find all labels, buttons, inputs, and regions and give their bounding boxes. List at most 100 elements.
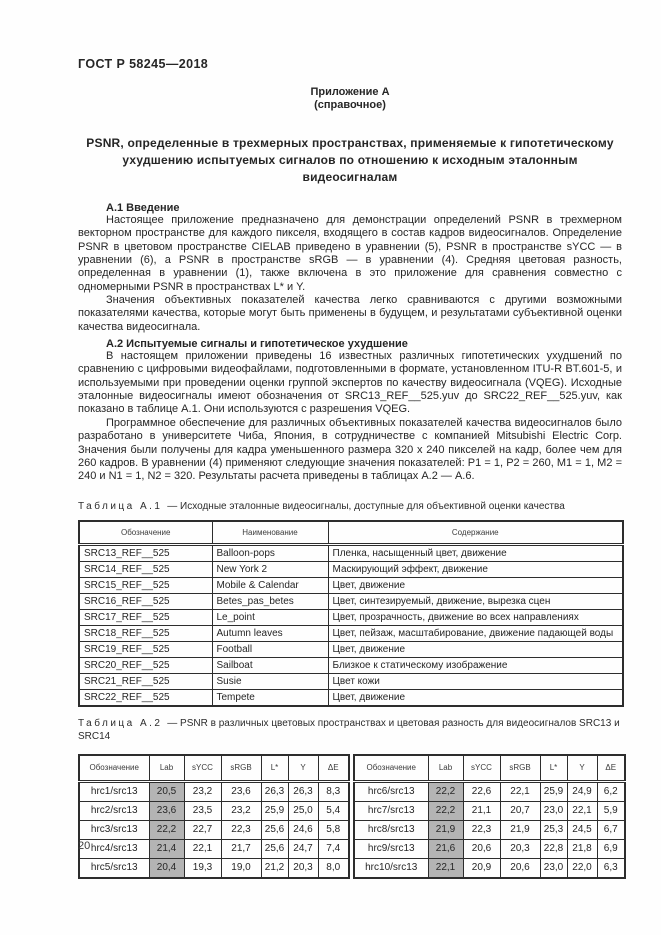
table-cell: Susie bbox=[211, 672, 329, 690]
table-a2-right-body: hrc6/src13 22,2 22,6 22,1 25,9 24,9 6,2 hrc7/sr… bbox=[353, 780, 626, 879]
table-row: SRC18_REF__525 Autumn leaves Цвет, пейзаж,… bbox=[78, 624, 624, 642]
table-cell: Близкое к статическому изображение bbox=[327, 656, 624, 674]
table-row: hrc7/src13 22,2 21,1 20,7 23,0 22,1 5,9 bbox=[353, 800, 626, 821]
table-cell: 22,1 bbox=[183, 838, 222, 859]
table-cell: 6,7 bbox=[596, 819, 626, 840]
doc-code: ГОСТ Р 58245—2018 bbox=[78, 57, 209, 71]
column-header: Y bbox=[287, 754, 319, 783]
table-cell: 21,2 bbox=[260, 857, 289, 879]
column-header: ΔE bbox=[596, 754, 626, 783]
table-cell: 6,2 bbox=[596, 780, 626, 802]
table-cell: 25,6 bbox=[260, 838, 289, 859]
table-row: hrc2/src13 23,6 23,5 23,2 25,9 25,0 5,4 bbox=[78, 800, 350, 821]
table-cell: Tempete bbox=[211, 688, 329, 707]
table-row: SRC22_REF__525 Tempete Цвет, движение bbox=[78, 688, 624, 707]
table-cell: Маскирующий эффект, движение bbox=[327, 560, 624, 578]
table-a2-right-header-row: Обозначение Lab sYCC sRGB L* Y ΔE bbox=[353, 754, 626, 783]
table-cell: hrc10/src13 bbox=[353, 857, 429, 879]
table-cell: 21,8 bbox=[566, 838, 598, 859]
table-cell: 25,9 bbox=[260, 800, 289, 821]
table-a1-header-row: Обозначение Наименование Содержание bbox=[78, 520, 624, 546]
table-cell: hrc2/src13 bbox=[78, 800, 150, 821]
column-header: Y bbox=[566, 754, 598, 783]
table-a2-caption: Таблица А.2 — PSNR в различных цветовых … bbox=[78, 717, 622, 743]
table-cell: hrc7/src13 bbox=[353, 800, 429, 821]
paragraph-a1-2: Значения объективных показателей качеств… bbox=[78, 294, 622, 333]
table-cell: 22,2 bbox=[427, 800, 464, 821]
table-cell: 6,9 bbox=[596, 838, 626, 859]
column-header: L* bbox=[539, 754, 568, 783]
table-cell: 5,4 bbox=[317, 800, 350, 821]
table-cell: 22,8 bbox=[539, 838, 568, 859]
table-a2-left-body: hrc1/src13 20,5 23,2 23,6 26,3 26,3 8,3 hrc2/sr… bbox=[78, 780, 350, 879]
column-header: Обозначение bbox=[78, 754, 150, 783]
table-a2-caption-text: — PSNR в различных цветовых пространства… bbox=[78, 717, 620, 742]
table-cell: 26,3 bbox=[287, 780, 319, 802]
table-cell: 21,1 bbox=[462, 800, 501, 821]
table-cell: SRC16_REF__525 bbox=[78, 592, 213, 610]
column-header: Lab bbox=[148, 754, 185, 783]
table-cell: 22,0 bbox=[566, 857, 598, 879]
table-cell: 22,2 bbox=[427, 780, 464, 802]
table-cell: Цвет, движение bbox=[327, 640, 624, 658]
table-cell: 22,1 bbox=[499, 780, 541, 802]
table-cell: 5,8 bbox=[317, 819, 350, 840]
table-cell: Цвет кожи bbox=[327, 672, 624, 690]
table-cell: 21,6 bbox=[427, 838, 464, 859]
table-cell: 22,1 bbox=[566, 800, 598, 821]
table-cell: 19,0 bbox=[220, 857, 262, 879]
table-cell: hrc8/src13 bbox=[353, 819, 429, 840]
table-cell: 20,3 bbox=[499, 838, 541, 859]
table-a2: Обозначение Lab sYCC sRGB L* Y ΔE hrc1/src13 20… bbox=[78, 753, 626, 879]
table-row: hrc5/src13 20,4 19,3 19,0 21,2 20,3 8,0 bbox=[78, 857, 350, 879]
table-cell: 23,0 bbox=[539, 800, 568, 821]
table-cell: SRC14_REF__525 bbox=[78, 560, 213, 578]
table-cell: 21,9 bbox=[499, 819, 541, 840]
table-cell: Цвет, движение bbox=[327, 688, 624, 707]
table-cell: 22,7 bbox=[183, 819, 222, 840]
table-cell: Football bbox=[211, 640, 329, 658]
table-cell: 24,7 bbox=[287, 838, 319, 859]
table-row: SRC17_REF__525 Le_point Цвет, прозрачность… bbox=[78, 608, 624, 626]
table-cell: 24,9 bbox=[566, 780, 598, 802]
table-row: SRC19_REF__525 Football Цвет, движение bbox=[78, 640, 624, 658]
table-cell: 20,4 bbox=[148, 857, 185, 879]
page-number: 20 bbox=[78, 840, 91, 852]
table-cell: 25,3 bbox=[539, 819, 568, 840]
table-cell: 25,0 bbox=[287, 800, 319, 821]
table-row: SRC21_REF__525 Susie Цвет кожи bbox=[78, 672, 624, 690]
table-a1-body: SRC13_REF__525 Balloon-pops Пленка, насыще… bbox=[78, 543, 624, 707]
table-cell: hrc3/src13 bbox=[78, 819, 150, 840]
page-content: ГОСТ Р 58245—2018 Приложение А (справочн… bbox=[78, 0, 626, 879]
table-cell: SRC21_REF__525 bbox=[78, 672, 213, 690]
table-cell: 22,3 bbox=[220, 819, 262, 840]
table-cell: 23,0 bbox=[539, 857, 568, 879]
table-a2-right: Обозначение Lab sYCC sRGB L* Y ΔE hrc6/src13 22… bbox=[353, 753, 626, 879]
table-cell: 21,4 bbox=[148, 838, 185, 859]
table-cell: 20,6 bbox=[462, 838, 501, 859]
table-a2-caption-label: Таблица А.2 bbox=[78, 717, 163, 729]
table-cell: 22,3 bbox=[462, 819, 501, 840]
table-a1-caption-text: — Исходные эталонные видеосигналы, досту… bbox=[167, 500, 565, 512]
table-cell: hrc1/src13 bbox=[78, 780, 150, 802]
table-row: SRC16_REF__525 Betes_pas_betes Цвет, синте… bbox=[78, 592, 624, 610]
table-cell: SRC19_REF__525 bbox=[78, 640, 213, 658]
column-header: sRGB bbox=[499, 754, 541, 783]
table-cell: 8,3 bbox=[317, 780, 350, 802]
table-cell: SRC18_REF__525 bbox=[78, 624, 213, 642]
table-cell: hrc6/src13 bbox=[353, 780, 429, 802]
appendix-note: (справочное) bbox=[314, 99, 386, 111]
table-cell: 20,9 bbox=[462, 857, 501, 879]
table-row: SRC15_REF__525 Mobile & Calendar Цвет, дви… bbox=[78, 576, 624, 594]
table-cell: Autumn leaves bbox=[211, 624, 329, 642]
table-row: hrc4/src13 21,4 22,1 21,7 25,6 24,7 7,4 bbox=[78, 838, 350, 859]
table-cell: 23,5 bbox=[183, 800, 222, 821]
table-cell: SRC20_REF__525 bbox=[78, 656, 213, 674]
table-a2-left-header-row: Обозначение Lab sYCC sRGB L* Y ΔE bbox=[78, 754, 350, 783]
table-row: hrc3/src13 22,2 22,7 22,3 25,6 24,6 5,8 bbox=[78, 819, 350, 840]
table-cell: 24,5 bbox=[566, 819, 598, 840]
column-header: Lab bbox=[427, 754, 464, 783]
table-cell: SRC17_REF__525 bbox=[78, 608, 213, 626]
table-cell: 25,9 bbox=[539, 780, 568, 802]
